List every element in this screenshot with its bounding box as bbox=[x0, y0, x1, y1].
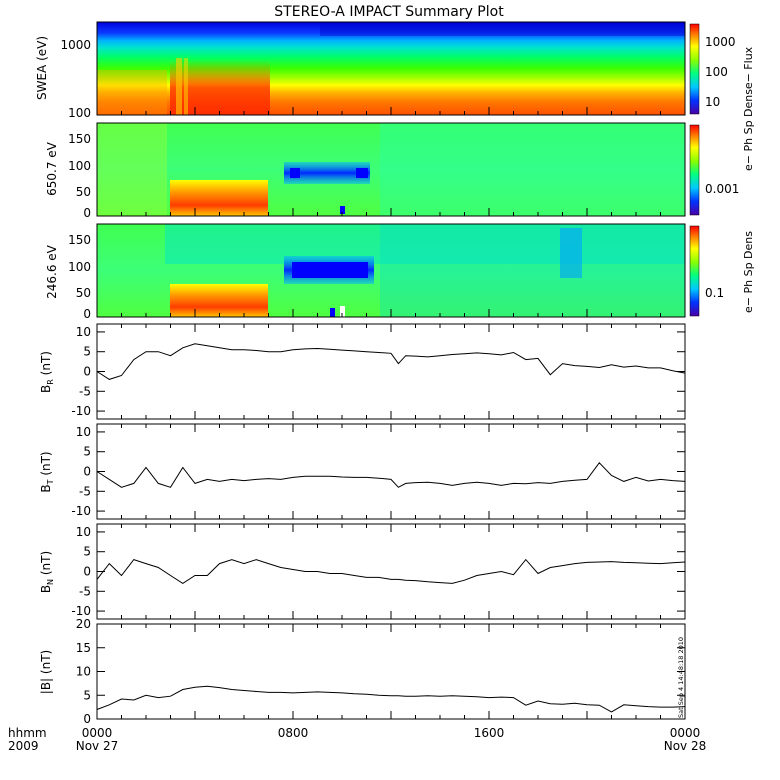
swea-cbar-tick-10: 10 bbox=[705, 95, 720, 109]
bt-ytick-label: 5 bbox=[83, 445, 91, 459]
bn-ytick-label: 0 bbox=[83, 565, 91, 579]
bn-ytick-label: 10 bbox=[76, 525, 91, 539]
br-ytick-label: 5 bbox=[83, 345, 91, 359]
bt-ytick-label: 0 bbox=[83, 465, 91, 479]
swea-cbar-label: e− Flux bbox=[742, 46, 755, 89]
br-ytick-label: -5 bbox=[79, 384, 91, 398]
pad-650-cbar-label: e− Ph Sp Dens bbox=[742, 89, 755, 171]
swea-ytick-label-1000: 1000 bbox=[60, 38, 91, 52]
xtick-label-1600: 1600 bbox=[474, 726, 505, 740]
bmag-panel: |B| (nT) Sat Sep 4 14:48:18 2010 bbox=[39, 623, 686, 720]
bt-frame bbox=[96, 423, 686, 520]
pad-246-spectrogram bbox=[97, 224, 685, 317]
bt-ylabel: BT (nT) bbox=[39, 451, 55, 492]
bn-ylabel: BN (nT) bbox=[39, 551, 55, 593]
xdate-label-end: Nov 28 bbox=[664, 739, 707, 753]
br-panel: BR (nT) bbox=[39, 323, 686, 420]
pad-650-cbar-tick: 0.001 bbox=[705, 182, 739, 196]
pad-246-ytick-50: 50 bbox=[76, 286, 91, 300]
swea-cbar-tick-1000: 1000 bbox=[705, 35, 736, 49]
pad-650-ytick-150: 150 bbox=[68, 132, 91, 146]
swea-spectrogram bbox=[97, 22, 685, 115]
bn-ytick-label: -5 bbox=[79, 584, 91, 598]
bmag-trace bbox=[96, 685, 686, 713]
pad-246-ytick-100: 100 bbox=[68, 260, 91, 274]
swea-colorbar bbox=[689, 23, 700, 115]
bn-ytick-label: 5 bbox=[83, 545, 91, 559]
bn-ytick-label: -10 bbox=[71, 604, 91, 618]
pad-650-panel: 650.7 eV 150 100 50 0 0.001 bbox=[45, 122, 739, 220]
pad-650-colorbar bbox=[689, 124, 700, 216]
swea-cbar-tick-100: 100 bbox=[705, 65, 728, 79]
xtick-label-0800: 0800 bbox=[278, 726, 309, 740]
bn-trace bbox=[96, 558, 686, 584]
bt-ytick-label: 10 bbox=[76, 425, 91, 439]
xtick-label-0000-start: 0000 bbox=[82, 726, 113, 740]
pad-650-ytick-100: 100 bbox=[68, 159, 91, 173]
xtick-label-0000-end: 0000 bbox=[670, 726, 701, 740]
pad-650-ytick-0: 0 bbox=[83, 206, 91, 220]
bmag-ylabel: |B| (nT) bbox=[39, 650, 53, 694]
figure-title: STEREO-A IMPACT Summary Plot bbox=[274, 4, 504, 20]
bt-trace bbox=[96, 462, 686, 488]
bn-frame bbox=[96, 523, 686, 620]
bt-ytick-label: -10 bbox=[71, 504, 91, 518]
br-ytick-label: -10 bbox=[71, 404, 91, 418]
br-frame bbox=[96, 323, 686, 420]
br-ylabel: BR (nT) bbox=[39, 351, 55, 393]
bt-ytick-label: -5 bbox=[79, 484, 91, 498]
pad-246-cbar-tick: 0.1 bbox=[705, 286, 724, 300]
swea-ylabel: SWEA (eV) bbox=[35, 36, 49, 100]
run-timestamp: Sat Sep 4 14:48:18 2010 bbox=[677, 637, 685, 718]
br-ytick-label: 0 bbox=[83, 365, 91, 379]
br-trace bbox=[96, 343, 686, 380]
swea-ytick-label-100: 100 bbox=[68, 106, 91, 120]
pad-246-ylabel: 246.6 eV bbox=[45, 244, 59, 299]
xdate-label-start: Nov 27 bbox=[76, 739, 119, 753]
year-label: 2009 bbox=[8, 739, 39, 753]
pad-246-panel: 246.6 eV 150 100 50 0 0.1 bbox=[45, 223, 724, 321]
pad-650-ytick-50: 50 bbox=[76, 185, 91, 199]
bmag-ytick-label: 0 bbox=[83, 712, 91, 726]
bmag-ytick-label: 15 bbox=[76, 641, 91, 655]
pad-246-ytick-150: 150 bbox=[68, 233, 91, 247]
pad-246-cbar-label: e− Ph Sp Dens bbox=[742, 231, 755, 313]
pad-246-ytick-0: 0 bbox=[83, 307, 91, 321]
swea-panel: SWEA (eV) 1000 100 1000 100 10 e− Flux bbox=[35, 21, 755, 120]
time-unit-label: hhmm bbox=[8, 726, 47, 740]
pad-650-ylabel: 650.7 eV bbox=[45, 141, 59, 196]
bmag-ytick-label: 10 bbox=[76, 665, 91, 679]
bmag-ytick-label: 5 bbox=[83, 688, 91, 702]
bmag-ytick-label: 20 bbox=[76, 617, 91, 631]
bn-panel: BN (nT) bbox=[39, 523, 686, 620]
bt-panel: BT (nT) bbox=[39, 423, 686, 520]
br-ytick-label: 10 bbox=[76, 325, 91, 339]
pad-650-spectrogram bbox=[97, 123, 685, 216]
pad-246-colorbar bbox=[689, 225, 700, 317]
